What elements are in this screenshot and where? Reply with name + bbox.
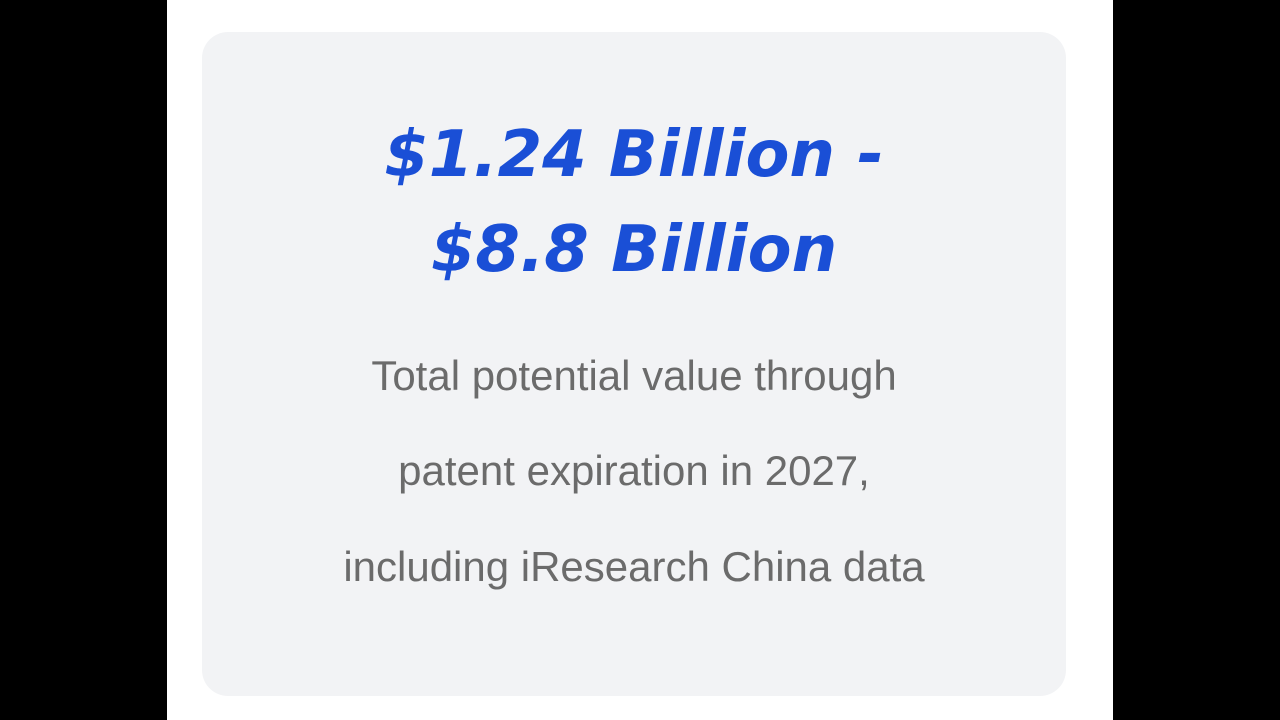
stat-card: $1.24 Billion - $8.8 Billion Total poten… bbox=[202, 32, 1066, 696]
stat-description: including iResearch China data bbox=[202, 537, 1066, 597]
screen: $1.24 Billion - $8.8 Billion Total poten… bbox=[0, 0, 1280, 720]
page: $1.24 Billion - $8.8 Billion Total poten… bbox=[167, 0, 1113, 720]
stat-description: Total potential value through bbox=[202, 346, 1066, 406]
stat-description: patent expiration in 2027, bbox=[202, 441, 1066, 501]
stat-value: $8.8 Billion bbox=[202, 202, 1066, 298]
stat-value: $1.24 Billion - bbox=[202, 107, 1066, 203]
